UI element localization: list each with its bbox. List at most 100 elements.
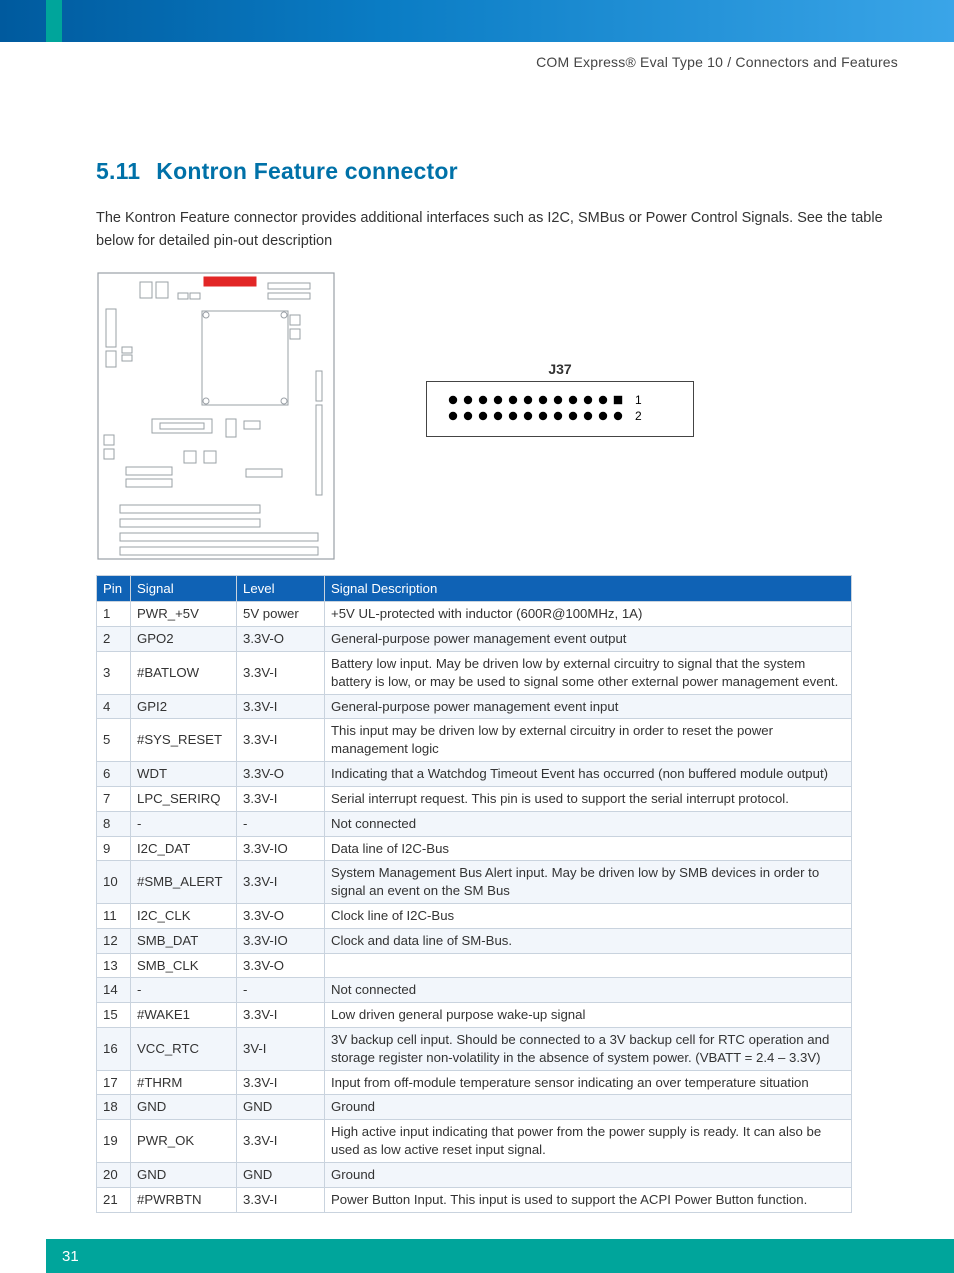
table-cell: 3.3V-I (237, 719, 325, 762)
table-cell: 20 (97, 1162, 131, 1187)
table-cell: +5V UL-protected with inductor (600R@100… (325, 602, 852, 627)
table-cell: 3.3V-I (237, 1187, 325, 1212)
table-cell: #SYS_RESET (131, 719, 237, 762)
table-cell: Not connected (325, 811, 852, 836)
table-cell: High active input indicating that power … (325, 1120, 852, 1163)
table-cell: System Management Bus Alert input. May b… (325, 861, 852, 904)
table-row: 20GNDGNDGround (97, 1162, 852, 1187)
table-cell: 7 (97, 786, 131, 811)
table-cell: #SMB_ALERT (131, 861, 237, 904)
pinout-table: Pin Signal Level Signal Description 1PWR… (96, 575, 852, 1212)
table-cell: PWR_OK (131, 1120, 237, 1163)
section-intro: The Kontron Feature connector provides a… (96, 207, 898, 253)
header-bar (0, 0, 954, 42)
table-cell: Power Button Input. This input is used t… (325, 1187, 852, 1212)
table-cell: Serial interrupt request. This pin is us… (325, 786, 852, 811)
table-row: 15#WAKE13.3V-ILow driven general purpose… (97, 1003, 852, 1028)
table-cell: #BATLOW (131, 652, 237, 695)
table-cell: General-purpose power management event i… (325, 694, 852, 719)
table-cell: 19 (97, 1120, 131, 1163)
table-cell: 3 (97, 652, 131, 695)
table-row: 7LPC_SERIRQ3.3V-ISerial interrupt reques… (97, 786, 852, 811)
pinmap-wrap: J37 12 (426, 361, 694, 442)
table-cell: SMB_CLK (131, 953, 237, 978)
table-cell: #PWRBTN (131, 1187, 237, 1212)
table-cell: 3.3V-I (237, 1120, 325, 1163)
table-cell: 3.3V-O (237, 627, 325, 652)
table-row: 6WDT3.3V-OIndicating that a Watchdog Tim… (97, 762, 852, 787)
table-cell: SMB_DAT (131, 928, 237, 953)
table-cell: 3.3V-IO (237, 928, 325, 953)
table-cell: 3.3V-I (237, 694, 325, 719)
table-cell: 13 (97, 953, 131, 978)
table-row: 2GPO23.3V-OGeneral-purpose power managem… (97, 627, 852, 652)
table-cell: GND (237, 1162, 325, 1187)
table-cell: Clock line of I2C-Bus (325, 903, 852, 928)
table-row: 9I2C_DAT3.3V-IOData line of I2C-Bus (97, 836, 852, 861)
table-cell: 3.3V-IO (237, 836, 325, 861)
table-row: 4GPI23.3V-IGeneral-purpose power managem… (97, 694, 852, 719)
page-footer: 31 (46, 1239, 954, 1273)
table-cell: GPO2 (131, 627, 237, 652)
table-cell: 3.3V-O (237, 762, 325, 787)
table-cell: - (237, 978, 325, 1003)
table-cell: VCC_RTC (131, 1028, 237, 1071)
table-cell: Data line of I2C-Bus (325, 836, 852, 861)
table-cell: Input from off-module temperature sensor… (325, 1070, 852, 1095)
svg-text:1: 1 (635, 393, 642, 407)
table-cell: GND (131, 1095, 237, 1120)
diagram-row: J37 12 (96, 271, 898, 561)
table-cell: 1 (97, 602, 131, 627)
table-row: 17#THRM3.3V-IInput from off-module tempe… (97, 1070, 852, 1095)
table-cell: GND (131, 1162, 237, 1187)
table-cell: Ground (325, 1162, 852, 1187)
table-cell: This input may be driven low by external… (325, 719, 852, 762)
table-cell: Ground (325, 1095, 852, 1120)
page-content: 5.11Kontron Feature connector The Kontro… (96, 158, 898, 1213)
col-signal: Signal (131, 576, 237, 602)
table-row: 21#PWRBTN3.3V-IPower Button Input. This … (97, 1187, 852, 1212)
table-row: 10#SMB_ALERT3.3V-ISystem Management Bus … (97, 861, 852, 904)
col-pin: Pin (97, 576, 131, 602)
table-cell: 4 (97, 694, 131, 719)
table-cell: #WAKE1 (131, 1003, 237, 1028)
table-row: 11I2C_CLK3.3V-OClock line of I2C-Bus (97, 903, 852, 928)
table-cell: LPC_SERIRQ (131, 786, 237, 811)
board-diagram (96, 271, 336, 561)
table-cell (325, 953, 852, 978)
table-row: 3#BATLOW3.3V-IBattery low input. May be … (97, 652, 852, 695)
table-cell: 3.3V-I (237, 1003, 325, 1028)
section-number: 5.11 (96, 158, 140, 184)
table-cell: 3V backup cell input. Should be connecte… (325, 1028, 852, 1071)
table-cell: GND (237, 1095, 325, 1120)
table-cell: 14 (97, 978, 131, 1003)
table-cell: 5V power (237, 602, 325, 627)
table-row: 16VCC_RTC3V-I3V backup cell input. Shoul… (97, 1028, 852, 1071)
table-cell: 16 (97, 1028, 131, 1071)
table-cell: - (131, 811, 237, 836)
table-cell: - (237, 811, 325, 836)
table-cell: Low driven general purpose wake-up signa… (325, 1003, 852, 1028)
page-number: 31 (62, 1248, 79, 1265)
table-cell: 3V-I (237, 1028, 325, 1071)
table-cell: 2 (97, 627, 131, 652)
table-cell: Clock and data line of SM-Bus. (325, 928, 852, 953)
table-cell: #THRM (131, 1070, 237, 1095)
table-cell: 3.3V-I (237, 652, 325, 695)
table-row: 19PWR_OK3.3V-IHigh active input indicati… (97, 1120, 852, 1163)
table-cell: General-purpose power management event o… (325, 627, 852, 652)
table-row: 12SMB_DAT3.3V-IOClock and data line of S… (97, 928, 852, 953)
breadcrumb: COM Express® Eval Type 10 / Connectors a… (536, 54, 898, 70)
table-cell: 11 (97, 903, 131, 928)
table-cell: WDT (131, 762, 237, 787)
table-cell: 10 (97, 861, 131, 904)
svg-text:2: 2 (635, 409, 642, 423)
table-cell: 18 (97, 1095, 131, 1120)
table-cell: 12 (97, 928, 131, 953)
table-row: 13SMB_CLK3.3V-O (97, 953, 852, 978)
header-tab (46, 0, 62, 42)
table-cell: 15 (97, 1003, 131, 1028)
pinmap-svg: 12 (445, 390, 675, 426)
section-heading: 5.11Kontron Feature connector (96, 158, 898, 185)
table-cell: - (131, 978, 237, 1003)
